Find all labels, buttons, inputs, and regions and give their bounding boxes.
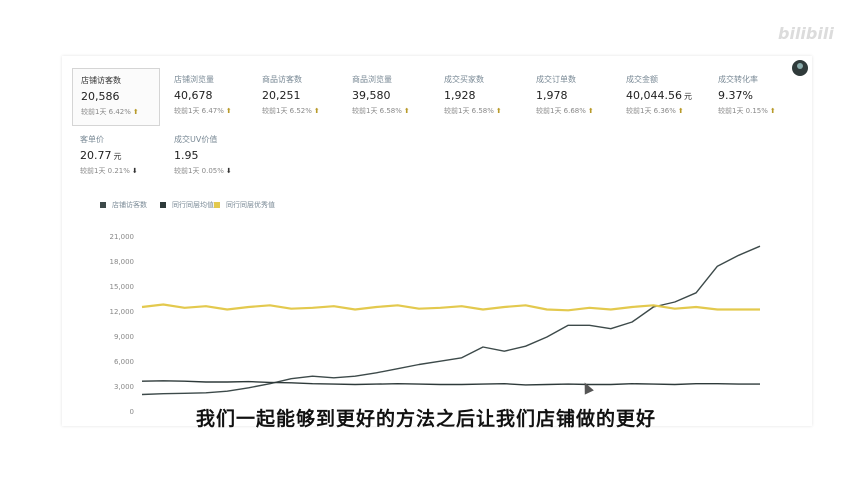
arrow-up-icon: ⬆ — [132, 108, 139, 116]
series-line-1 — [141, 245, 761, 396]
kpi-card-product-visitors[interactable]: 商品访客数 20,251 较前1天 6.52% ⬆ — [254, 68, 342, 126]
kpi-card-pageviews[interactable]: 店铺浏览量 40,678 较前1天 6.47% ⬆ — [166, 68, 254, 126]
kpi-compare: 较前1天 6.47% ⬆ — [174, 107, 232, 115]
kpi-compare: 较前1天 6.42% ⬆ — [81, 108, 139, 116]
arrow-up-icon: ⬆ — [495, 107, 502, 115]
legend-label: 店铺访客数 — [112, 201, 147, 209]
series-line-3 — [141, 303, 760, 312]
y-tick-label: 12,000 — [109, 308, 135, 316]
arrow-up-icon: ⬆ — [677, 107, 684, 115]
dashboard-panel — [62, 56, 812, 426]
avatar-icon[interactable] — [792, 60, 808, 76]
arrow-up-icon: ⬆ — [403, 107, 410, 115]
kpi-card-product-views[interactable]: 商品浏览量 39,580 较前1天 6.58% ⬆ — [344, 68, 432, 126]
kpi-compare: 较前1天 6.36% ⬆ — [626, 107, 684, 115]
y-tick-label: 15,000 — [109, 283, 135, 291]
kpi-compare: 较前1天 6.58% ⬆ — [352, 107, 410, 115]
kpi-value: 20.77 元 — [80, 149, 122, 162]
kpi-value: 40,044.56 元 — [626, 89, 692, 102]
kpi-compare: 较前1天 6.68% ⬆ — [536, 107, 594, 115]
legend-item-peer-excellent[interactable]: 同行同层优秀值 — [214, 200, 275, 210]
kpi-value: 20,586 — [81, 90, 120, 103]
series-line-2 — [141, 380, 760, 386]
y-tick-label: 9,000 — [113, 333, 134, 341]
kpi-card-gmv[interactable]: 成交金额 40,044.56 元 较前1天 6.36% ⬆ — [618, 68, 706, 126]
kpi-label: 商品浏览量 — [352, 75, 392, 84]
arrow-down-icon: ⬇ — [131, 167, 138, 175]
kpi-value: 1,978 — [536, 89, 568, 102]
kpi-value: 1.95 — [174, 149, 199, 162]
kpi-card-visitors[interactable]: 店铺访客数 20,586 较前1天 6.42% ⬆ — [72, 68, 160, 126]
y-tick-label: 6,000 — [113, 358, 134, 366]
kpi-card-conversion[interactable]: 成交转化率 9.37% 较前1天 0.15% ⬆ — [710, 68, 798, 126]
kpi-label: 成交UV价值 — [174, 135, 218, 144]
kpi-label: 成交金额 — [626, 75, 658, 84]
legend-label: 同行同层均值 — [172, 201, 214, 209]
arrow-up-icon: ⬆ — [313, 107, 320, 115]
y-tick-label: 0 — [129, 408, 134, 416]
kpi-compare: 较前1天 0.15% ⬆ — [718, 107, 776, 115]
kpi-compare: 较前1天 0.05% ⬇ — [174, 167, 232, 175]
kpi-label: 店铺访客数 — [81, 76, 121, 85]
arrow-down-icon: ⬇ — [225, 167, 232, 175]
kpi-label: 成交买家数 — [444, 75, 484, 84]
arrow-up-icon: ⬆ — [587, 107, 594, 115]
y-tick-label: 3,000 — [113, 383, 134, 391]
video-subtitle: 我们一起能够到更好的方法之后让我们店铺做的更好 — [195, 408, 656, 430]
kpi-value: 1,928 — [444, 89, 476, 102]
arrow-up-icon: ⬆ — [225, 107, 232, 115]
kpi-card-buyers[interactable]: 成交买家数 1,928 较前1天 6.58% ⬆ — [436, 68, 524, 126]
kpi-compare: 较前1天 6.58% ⬆ — [444, 107, 502, 115]
kpi-value: 9.37% — [718, 89, 753, 102]
kpi-card-avg-order[interactable]: 客单价 20.77 元 较前1天 0.21% ⬇ — [72, 128, 160, 186]
kpi-value: 40,678 — [174, 89, 213, 102]
legend-label: 同行同层优秀值 — [226, 201, 275, 209]
kpi-label: 客单价 — [80, 135, 104, 144]
kpi-value: 20,251 — [262, 89, 301, 102]
legend-item-peer-average[interactable]: 同行同层均值 — [160, 200, 214, 210]
legend-swatch — [100, 202, 106, 208]
kpi-card-uv-value[interactable]: 成交UV价值 1.95 较前1天 0.05% ⬇ — [166, 128, 254, 186]
kpi-compare: 较前1天 0.21% ⬇ — [80, 167, 138, 175]
kpi-card-orders[interactable]: 成交订单数 1,978 较前1天 6.68% ⬆ — [528, 68, 616, 126]
kpi-compare: 较前1天 6.52% ⬆ — [262, 107, 320, 115]
legend-swatch — [214, 202, 220, 208]
legend-swatch — [160, 202, 166, 208]
kpi-label: 成交转化率 — [718, 75, 758, 84]
y-tick-label: 18,000 — [109, 258, 135, 266]
kpi-label: 成交订单数 — [536, 75, 576, 84]
watermark-logo: bilibili — [778, 24, 834, 43]
kpi-label: 店铺浏览量 — [174, 75, 214, 84]
kpi-label: 商品访客数 — [262, 75, 302, 84]
kpi-value: 39,580 — [352, 89, 391, 102]
legend-item-visitors[interactable]: 店铺访客数 — [100, 200, 147, 210]
arrow-up-icon: ⬆ — [769, 107, 776, 115]
y-tick-label: 21,000 — [109, 233, 135, 241]
